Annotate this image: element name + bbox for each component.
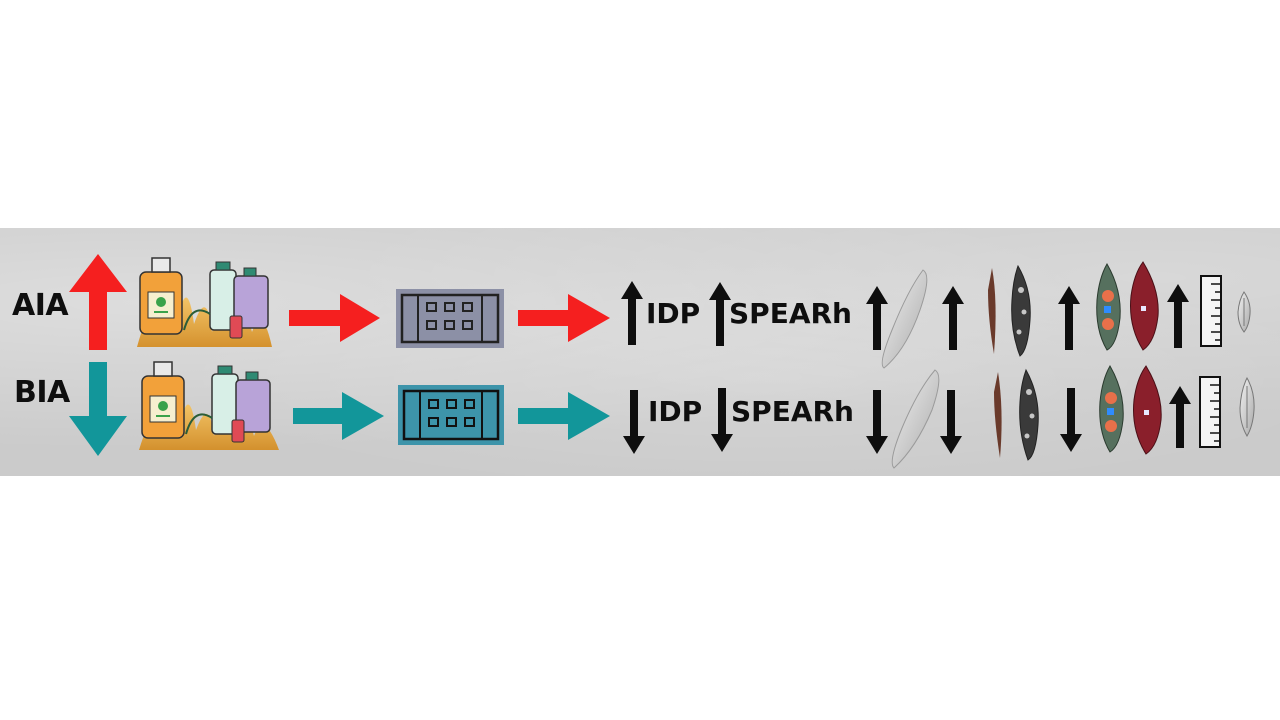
elongated-diatom-icon-bia	[891, 369, 940, 469]
aia-up-arrow-idp	[621, 281, 643, 345]
aia-idp-label: IDP	[646, 297, 701, 330]
small-diatom-icon-bia	[1239, 376, 1255, 437]
multiwell-plate-icon-bia	[398, 385, 504, 445]
pigmented-diatom-icon-bia	[1099, 364, 1162, 455]
aia-up-arrow-5	[1058, 286, 1080, 350]
aia-flow-arrow-2	[518, 294, 610, 342]
bia-flow-arrow-2	[518, 392, 610, 440]
aia-label: AIA	[12, 288, 69, 323]
bia-label: BIA	[14, 375, 70, 410]
bia-down-arrow-spearh	[711, 388, 733, 452]
aia-up-arrow-3	[866, 286, 888, 350]
filamentous-taxon-icon-bia	[994, 368, 1039, 461]
pigmented-diatom-icon-aia	[1096, 261, 1159, 351]
ruler-icon-bia	[1199, 376, 1221, 448]
aia-up-arrow-spearh	[709, 282, 731, 346]
aia-up-arrow	[69, 254, 127, 350]
bia-down-arrow-4	[940, 390, 962, 454]
bia-down-arrow	[69, 362, 127, 456]
small-diatom-icon-aia	[1237, 291, 1251, 333]
bia-spearh-label: SPEARh	[731, 395, 854, 428]
bia-decrease-arrows	[623, 386, 1191, 454]
bia-up-arrow-6	[1169, 386, 1191, 448]
bia-idp-label: IDP	[648, 395, 703, 428]
aia-up-arrow-6	[1167, 284, 1189, 348]
bia-down-arrow-3	[866, 390, 888, 454]
aia-flow-arrow-1	[289, 294, 380, 342]
bia-down-arrow-idp	[623, 390, 645, 454]
agrochemical-containers-icon-aia	[137, 257, 272, 347]
aia-spearh-label: SPEARh	[729, 297, 852, 330]
bia-flow-arrow-1	[293, 392, 384, 440]
filamentous-taxon-icon-aia	[988, 264, 1031, 357]
aia-increase-arrows	[621, 281, 1189, 350]
elongated-diatom-icon-aia	[881, 269, 928, 369]
aia-up-arrow-4	[942, 286, 964, 350]
bia-down-arrow-5	[1060, 388, 1082, 452]
agrochemical-containers-icon-bia	[139, 361, 279, 450]
multiwell-plate-icon-aia	[396, 289, 504, 348]
ruler-icon-aia	[1200, 275, 1222, 347]
